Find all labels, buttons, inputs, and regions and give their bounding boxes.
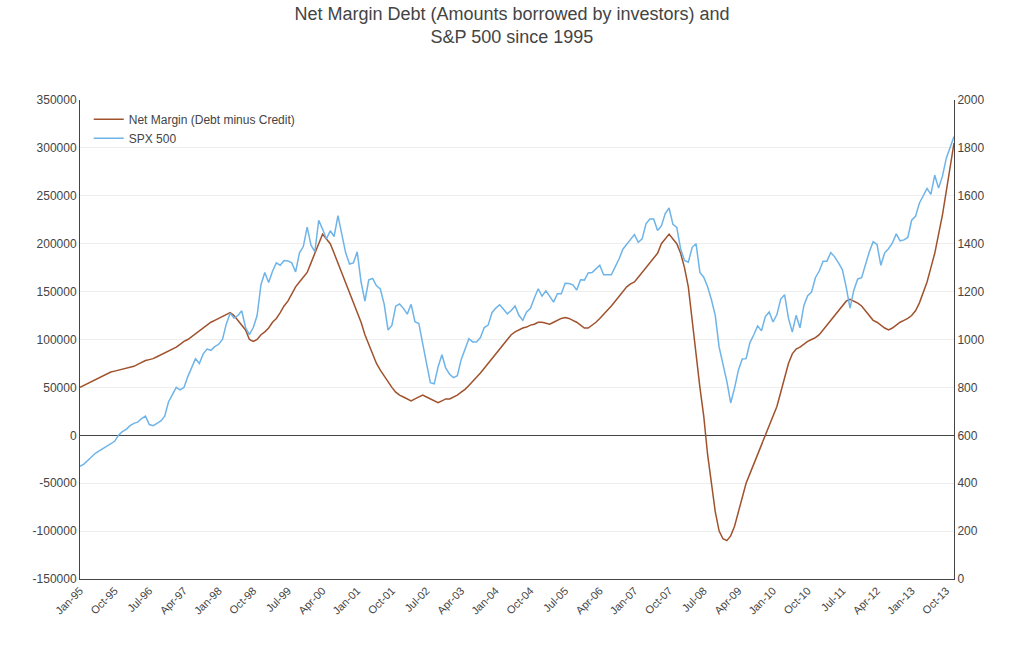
svg-text:-50000: -50000 [39,476,77,490]
svg-text:Jul-96: Jul-96 [125,585,155,615]
svg-text:Apr-00: Apr-00 [296,585,328,617]
svg-text:250000: 250000 [37,189,77,203]
svg-text:Oct-98: Oct-98 [227,585,259,617]
svg-text:Oct-01: Oct-01 [365,585,397,617]
svg-text:350000: 350000 [37,93,77,107]
svg-text:-150000: -150000 [33,572,77,586]
svg-text:Jul-08: Jul-08 [679,585,709,615]
svg-text:100000: 100000 [37,333,77,347]
svg-text:0: 0 [957,572,964,586]
svg-text:-100000: -100000 [33,524,77,538]
svg-text:400: 400 [957,476,977,490]
svg-text:Jul-99: Jul-99 [264,585,294,615]
svg-text:200: 200 [957,524,977,538]
svg-text:150000: 150000 [37,285,77,299]
svg-text:Net Margin Debt (Amounts borro: Net Margin Debt (Amounts borrowed by inv… [294,4,729,47]
svg-text:Oct-95: Oct-95 [88,585,120,617]
svg-text:200000: 200000 [37,237,77,251]
svg-text:600: 600 [957,429,977,443]
svg-text:Net Margin (Debt minus Credit): Net Margin (Debt minus Credit) [129,113,295,127]
svg-text:Jan-10: Jan-10 [746,585,778,617]
svg-text:1200: 1200 [957,285,984,299]
svg-text:0: 0 [70,429,77,443]
svg-text:Jan-07: Jan-07 [607,585,639,617]
svg-text:1600: 1600 [957,189,984,203]
svg-text:2000: 2000 [957,93,984,107]
svg-text:Apr-09: Apr-09 [712,585,744,617]
svg-text:Oct-07: Oct-07 [643,585,675,617]
svg-text:SPX 500: SPX 500 [129,132,177,146]
svg-text:Jan-01: Jan-01 [330,585,362,617]
svg-text:Jan-95: Jan-95 [53,585,85,617]
svg-text:Jul-02: Jul-02 [402,585,432,615]
svg-text:Apr-03: Apr-03 [435,585,467,617]
svg-text:Apr-06: Apr-06 [573,585,605,617]
svg-text:50000: 50000 [43,381,77,395]
svg-text:Jan-98: Jan-98 [192,585,224,617]
svg-text:Jul-05: Jul-05 [541,585,571,615]
svg-text:Apr-12: Apr-12 [850,585,882,617]
svg-text:800: 800 [957,381,977,395]
svg-text:Oct-13: Oct-13 [920,585,952,617]
svg-text:Apr-97: Apr-97 [157,585,189,617]
svg-text:300000: 300000 [37,141,77,155]
svg-text:Jan-13: Jan-13 [885,585,917,617]
svg-text:Jan-04: Jan-04 [469,585,501,617]
svg-text:1800: 1800 [957,141,984,155]
svg-text:Oct-10: Oct-10 [781,585,813,617]
svg-text:Jul-11: Jul-11 [819,585,848,614]
svg-text:1400: 1400 [957,237,984,251]
svg-text:1000: 1000 [957,333,984,347]
svg-text:Oct-04: Oct-04 [504,585,536,617]
